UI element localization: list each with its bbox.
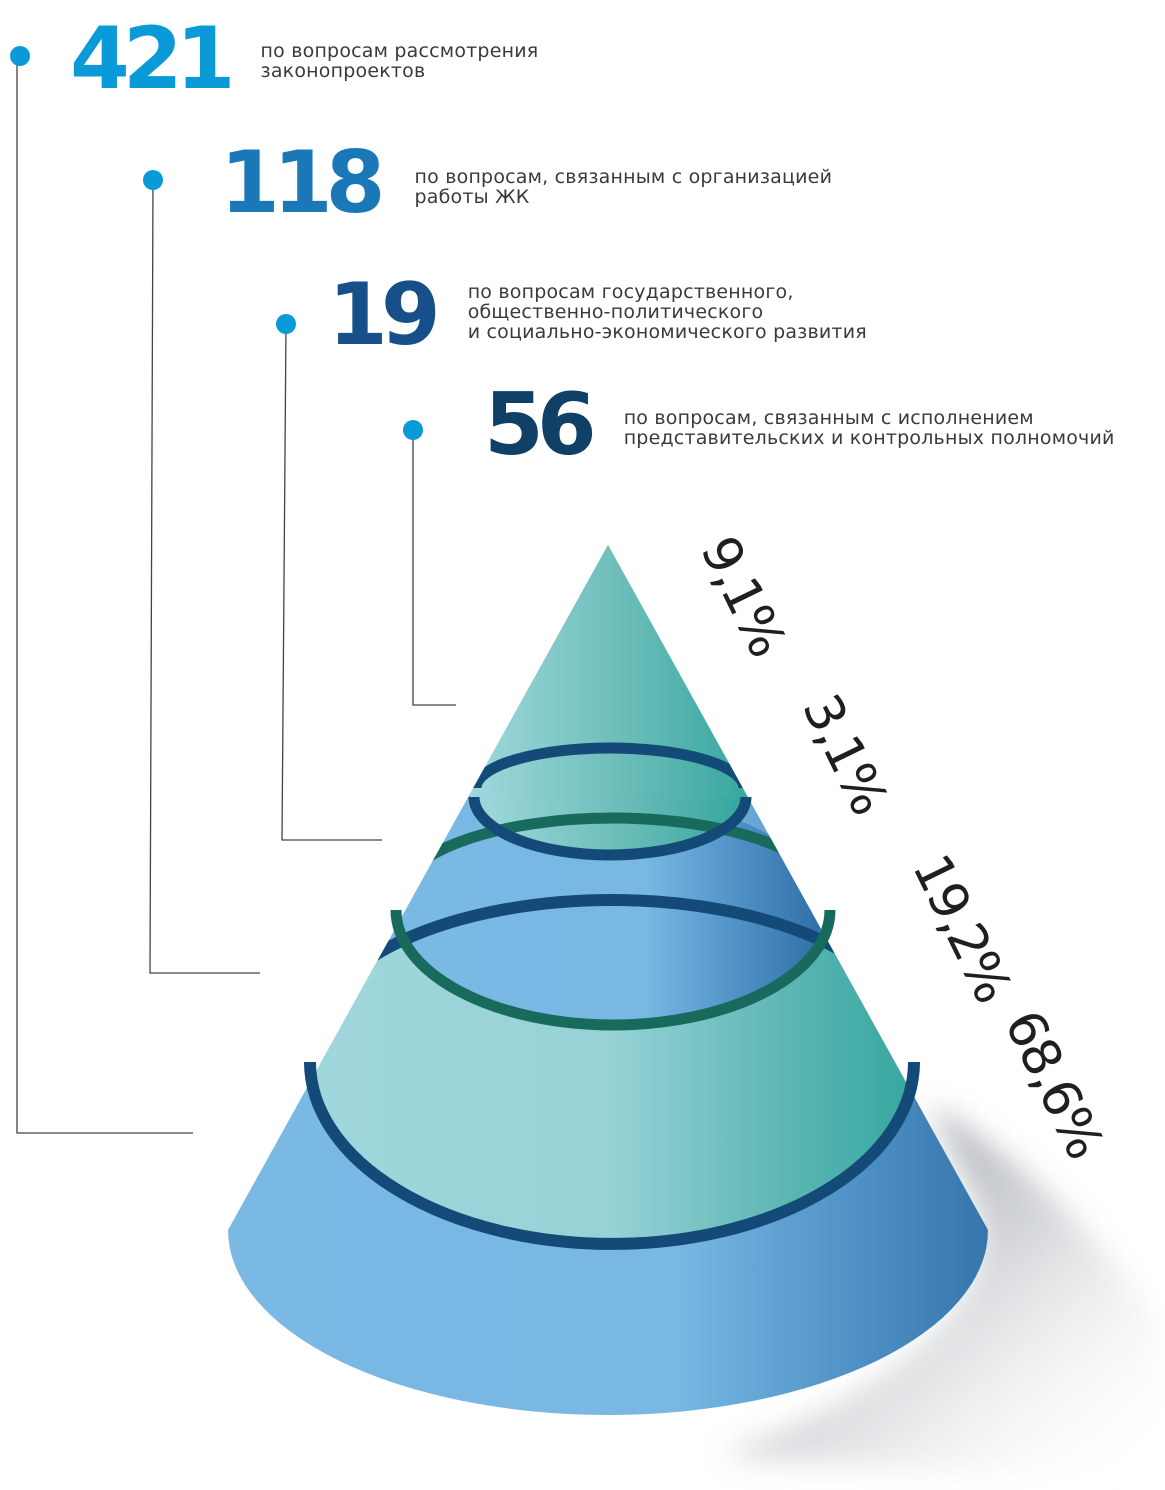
ring-middle (390, 909, 836, 1031)
stat-desc-line: по вопросам рассмотрения (260, 40, 539, 62)
stat-value-118: 118 (220, 133, 386, 233)
ring-small-back (470, 742, 750, 789)
stat-desc-line: по вопросам, связанным с исполнением (623, 407, 1034, 429)
stat-desc-line: работы ЖК (414, 186, 530, 208)
stat-value-56: 56 (484, 375, 597, 475)
pct-label-68-6: 68,6% (992, 1001, 1114, 1167)
pct-label-9-1: 9,1% (688, 527, 796, 665)
stat-421: 421 по вопросам рассмотрения законопроек… (70, 16, 538, 102)
connector-line-118 (149, 179, 260, 974)
stat-desc-line: по вопросам, связанным с организацией (414, 166, 833, 188)
ring-large (304, 1061, 920, 1250)
ring-small (468, 796, 752, 861)
stat-desc-19: по вопросам государственного, общественн… (468, 282, 867, 342)
connector-line-421 (16, 56, 193, 1134)
stat-value-19: 19 (328, 265, 441, 365)
stat-desc-line: представительских и контрольных полномоч… (623, 427, 1115, 449)
dot-56 (403, 420, 423, 440)
pct-label-19-2: 19,2% (900, 845, 1022, 1011)
pct-label-3-1: 3,1% (790, 685, 898, 823)
cone-band-blue (398, 798, 824, 1022)
stat-19: 19 по вопросам государственного, обществ… (328, 272, 867, 358)
stat-56: 56 по вопросам, связанным с исполнением … (484, 382, 1115, 468)
stat-118: 118 по вопросам, связанным с организацие… (220, 140, 832, 226)
stat-desc-118: по вопросам, связанным с организацией ра… (415, 167, 833, 207)
stat-desc-56: по вопросам, связанным с исполнением пре… (624, 408, 1115, 448)
stat-desc-line: общественно-политического (467, 301, 764, 323)
stat-desc-421: по вопросам рассмотрения законопроектов (261, 41, 539, 81)
stat-desc-line: и социально-экономического развития (467, 321, 867, 343)
dot-19 (276, 314, 296, 334)
stat-desc-line: законопроектов (260, 60, 426, 82)
dot-421 (10, 46, 30, 66)
dot-118 (143, 170, 163, 190)
cone-shadow (720, 1105, 1160, 1475)
connector-line-56 (412, 430, 456, 706)
connector-line-19 (281, 323, 382, 841)
stat-desc-line: по вопросам государственного, (467, 281, 794, 303)
stat-value-421: 421 (70, 9, 236, 109)
